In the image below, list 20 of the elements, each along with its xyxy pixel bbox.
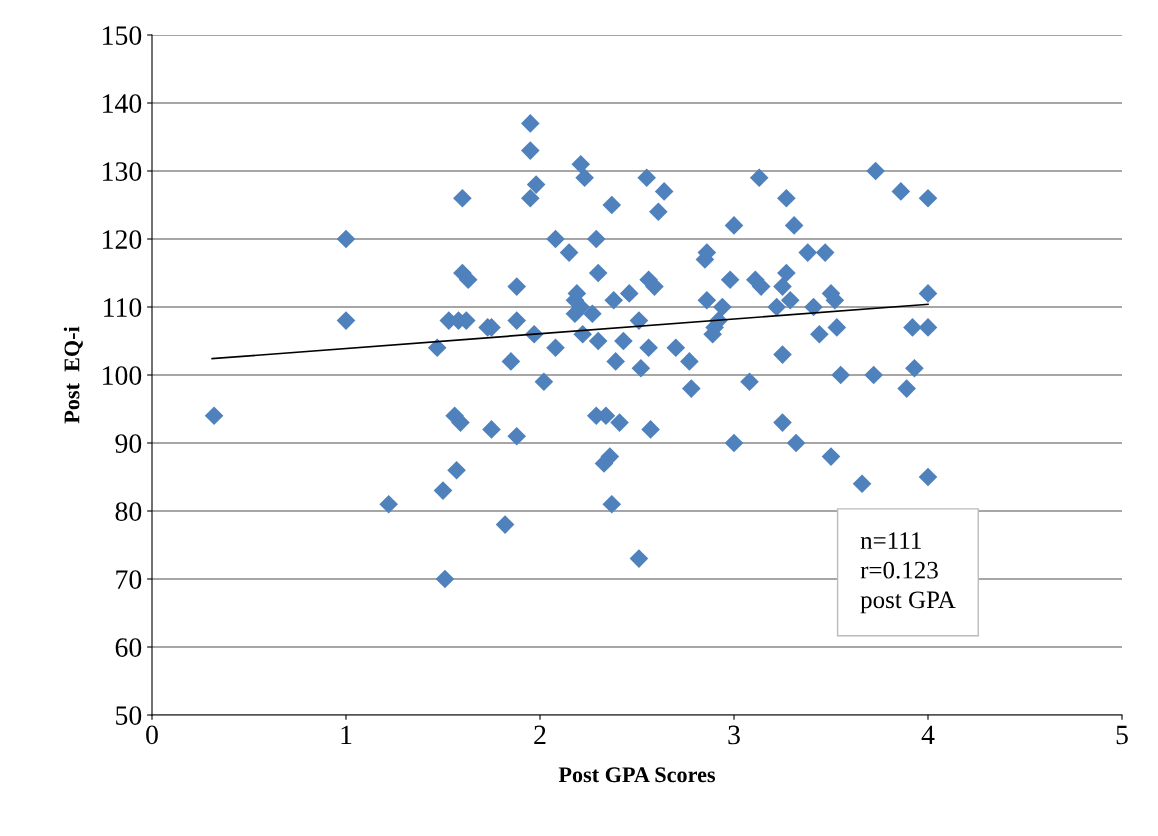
y-tick-label: 60 [115,638,142,657]
y-tick-label: 140 [103,94,142,113]
x-tick-label: 3 [728,725,740,745]
x-tick-label: 4 [921,725,935,744]
x-tick-label: 5 [1116,725,1128,745]
y-tick-label: 150 [103,26,142,45]
x-axis-title: Post GPA Scores [558,767,716,783]
x-tick-label: 2 [534,725,546,744]
y-tick-label: 50 [116,706,142,725]
y-tick-label: 130 [103,162,142,181]
y-tick-label: 100 [103,366,142,385]
y-axis-title: Post EQ-i [63,326,83,424]
y-tick-label: 80 [115,502,142,521]
y-tick-label: 120 [103,230,142,249]
x-tick-label: 1 [341,725,352,744]
x-tick-label: 0 [146,725,158,745]
y-tick-label: 90 [115,434,142,453]
annotation: n=111 r=0.123 post GPA [860,532,956,614]
y-tick-label: 70 [116,570,142,589]
y-tick-label: 110 [104,298,142,317]
